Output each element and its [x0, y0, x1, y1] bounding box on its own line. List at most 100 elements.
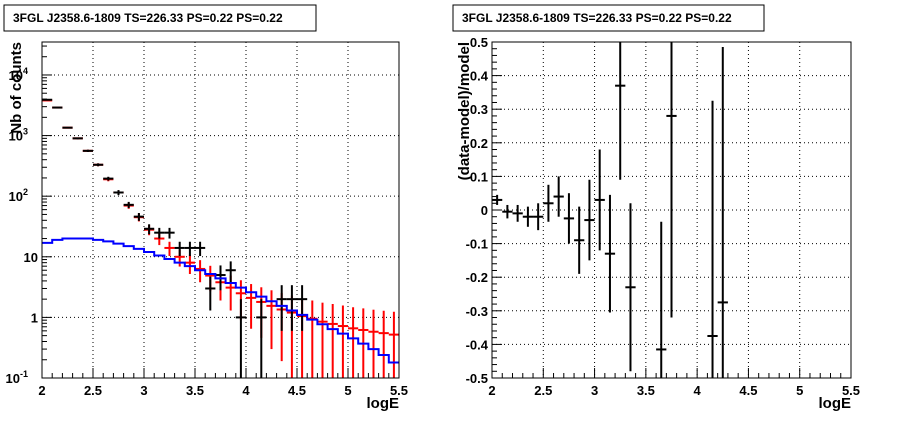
right-y-tick-label: -0.2 — [466, 270, 488, 285]
left-x-tick-label: 5 — [344, 383, 351, 398]
left-y-tick-label: 10-1 — [6, 369, 28, 386]
residual-point — [615, 42, 626, 180]
right-y-tick-label: -0.3 — [466, 304, 488, 319]
residual-point — [533, 203, 544, 231]
model-count-point — [388, 311, 399, 378]
left-x-tick-label: 4 — [242, 383, 250, 398]
left-y-tick-label: 103 — [9, 127, 28, 144]
observed-count-point — [297, 285, 308, 331]
model-count-point — [337, 305, 348, 378]
observed-count-point — [72, 137, 83, 140]
observed-count-point — [52, 106, 63, 109]
right-title-box: 3FGL J2358.6-1809 TS=226.33 PS=0.22 PS=0… — [452, 4, 765, 32]
left-y-tick-exponent: 3 — [23, 127, 28, 137]
right-y-tick-label: -0.5 — [466, 371, 488, 386]
model-count-point — [348, 307, 359, 378]
observed-count-point — [276, 285, 287, 331]
residual-point — [707, 100, 718, 378]
residual-point — [553, 176, 564, 217]
observed-count-point — [235, 299, 246, 378]
observed-count-point — [256, 299, 267, 378]
observed-count-point — [184, 241, 195, 257]
model-count-point — [378, 310, 389, 378]
residual-point — [594, 149, 605, 251]
residual-point — [512, 204, 523, 222]
right-grid — [492, 42, 851, 378]
residual-point — [563, 193, 575, 244]
right-y-tick-label: 0.2 — [470, 136, 488, 151]
left-y-tick-base: 10 — [6, 371, 20, 386]
model-count-point — [317, 302, 328, 378]
left-y-axis-label: Nb of counts — [8, 42, 25, 134]
residual-point — [666, 42, 677, 318]
right-x-tick-label: 5.5 — [842, 383, 860, 398]
left-y-tick-exponent: 2 — [23, 187, 28, 197]
observed-count-point — [123, 201, 134, 209]
left-data-marks — [42, 98, 399, 378]
left-x-tick-label: 4.5 — [288, 383, 306, 398]
right-chart-title: 3FGL J2358.6-1809 TS=226.33 PS=0.22 PS=0… — [462, 11, 732, 25]
left-y-tick-exponent: 4 — [23, 66, 28, 76]
residual-point — [574, 206, 585, 274]
right-x-tick-label: 5 — [796, 383, 803, 398]
residual-point — [543, 184, 554, 222]
right-y-tick-label: 0 — [481, 203, 488, 218]
observed-count-point — [144, 224, 155, 235]
right-x-tick-label: 3.5 — [637, 383, 655, 398]
residual-point — [502, 204, 513, 219]
left-y-tick-exponent: -1 — [20, 369, 28, 379]
right-x-axis-label: logE — [819, 395, 852, 412]
left-title-box: 3FGL J2358.6-1809 TS=226.33 PS=0.22 PS=0… — [3, 4, 317, 32]
observed-count-point — [195, 241, 206, 257]
right-data-marks — [492, 42, 728, 378]
observed-count-point — [205, 276, 216, 311]
residual-point — [604, 194, 616, 313]
residual-point — [625, 203, 636, 372]
model-count-point — [266, 290, 277, 350]
right-x-tick-label: 2 — [488, 383, 495, 398]
model-count-point — [164, 241, 175, 257]
left-y-tick-label: 1 — [31, 310, 38, 325]
residual-point — [522, 206, 534, 227]
observed-count-point — [113, 190, 124, 196]
residual-point — [492, 194, 503, 205]
observed-count-point — [286, 285, 297, 331]
observed-count-point — [93, 163, 104, 167]
left-plot-frame — [41, 41, 400, 379]
right-y-tick-label: -0.1 — [466, 237, 488, 252]
model-count-point — [184, 254, 195, 275]
right-x-tick-label: 4 — [694, 383, 702, 398]
observed-count-point — [174, 241, 185, 257]
left-x-tick-label: 2.5 — [84, 383, 102, 398]
left-y-tick-base: 10 — [9, 189, 23, 204]
right-x-tick-label: 3 — [591, 383, 598, 398]
left-grid — [42, 42, 399, 378]
right-y-axis-label: (data-model)/model — [456, 42, 473, 180]
observed-count-point — [42, 98, 53, 101]
left-y-tick-label: 104 — [9, 66, 28, 83]
residuals-panel: 3FGL J2358.6-1809 TS=226.33 PS=0.22 PS=0… — [452, 4, 860, 412]
observed-count-point — [103, 176, 114, 181]
left-x-tick-label: 2 — [38, 383, 45, 398]
observed-count-point — [154, 227, 165, 239]
left-x-axis-label: logE — [367, 395, 400, 412]
model-count-point — [368, 309, 379, 378]
counts-spectrum-panel: 3FGL J2358.6-1809 TS=226.33 PS=0.22 PS=0… — [3, 4, 408, 412]
left-y-tick-base: 10 — [9, 129, 23, 144]
right-axis-ticks: 2 2.5 3 3.5 4 4.5 5 5.5 -0.5 -0.4 -0.3 -0.2 -0.1 0 0.1… — [466, 35, 860, 398]
right-y-tick-label: 0.1 — [470, 169, 488, 184]
right-x-tick-label: 4.5 — [739, 383, 757, 398]
left-y-tick-base: 10 — [9, 68, 23, 83]
observed-count-point — [82, 149, 93, 152]
left-x-tick-label: 3 — [140, 383, 147, 398]
right-y-tick-label: -0.4 — [466, 337, 489, 352]
model-count-point — [307, 300, 318, 378]
left-x-tick-label: 3.5 — [186, 383, 204, 398]
residual-point — [584, 179, 595, 261]
right-y-tick-label: 0.3 — [470, 102, 488, 117]
observed-count-point — [164, 227, 175, 239]
residual-point — [656, 221, 667, 378]
right-y-tick-label: 0.5 — [470, 35, 488, 50]
left-chart-title: 3FGL J2358.6-1809 TS=226.33 PS=0.22 PS=0… — [13, 11, 283, 25]
